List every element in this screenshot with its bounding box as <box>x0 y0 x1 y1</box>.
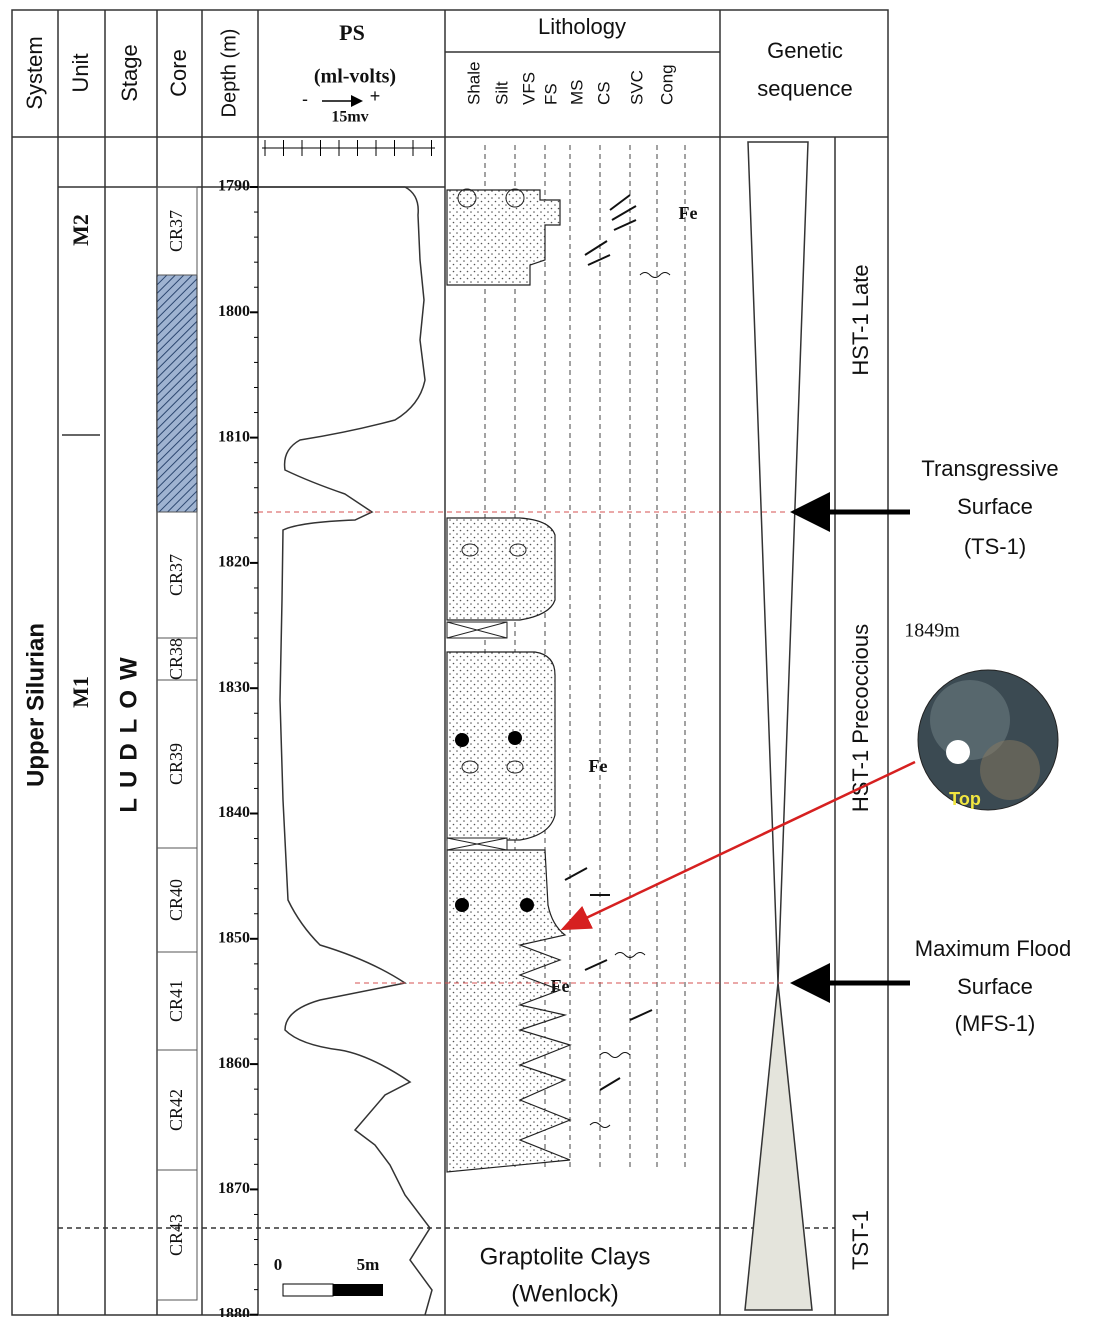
scale-start: 0 <box>274 1255 283 1274</box>
core-label: CR37 <box>166 554 186 596</box>
depth-scale: 1790 1800 1810 1820 1830 1840 1850 1860 1870 1880 <box>218 178 258 1317</box>
regressive-triangle <box>748 142 808 983</box>
header-system: System <box>22 36 47 109</box>
nodule <box>455 733 469 747</box>
sand-body <box>447 518 555 620</box>
header-depth: Depth (m) <box>218 29 240 118</box>
core-label: CR43 <box>166 1214 186 1256</box>
sequence-label: HST-1 Late <box>848 264 873 375</box>
depth-label: 1830 <box>218 679 250 696</box>
ps-curve <box>258 187 432 1315</box>
nodule <box>455 898 469 912</box>
depth-label: 1810 <box>218 428 250 445</box>
grain-label: Cong <box>657 64 676 105</box>
body: System Unit Stage Core Depth (m) PS (ml-… <box>0 0 1096 1317</box>
depth-label: 1860 <box>218 1055 250 1072</box>
base-label: (Wenlock) <box>511 1280 619 1307</box>
surface-label: Surface <box>957 494 1033 519</box>
grain-label: Shale <box>464 62 483 105</box>
fe-label: Fe <box>589 756 608 776</box>
ps-minus: - <box>302 89 308 109</box>
header-stage: Stage <box>117 44 142 102</box>
fe-label: Fe <box>679 203 698 223</box>
depth-label: 1790 <box>218 178 250 195</box>
depth-label: 1870 <box>218 1180 250 1197</box>
surface-label: Maximum Flood <box>915 936 1071 961</box>
scale-bar <box>283 1284 333 1296</box>
depth-label: 1840 <box>218 804 250 821</box>
ps-plus: + <box>370 86 381 106</box>
sequence-label: TST-1 <box>848 1210 873 1270</box>
scale-end: 5m <box>357 1255 380 1274</box>
core-label: CR38 <box>166 638 186 680</box>
core-hole <box>946 740 970 764</box>
fe-label: Fe <box>551 976 570 996</box>
page: {"header": {"system": "System", "unit": … <box>0 0 1096 1317</box>
grain-label: MS <box>567 80 586 106</box>
ps-units: (ml-volts) <box>314 66 396 88</box>
sample-depth: 1849m <box>904 620 960 642</box>
ps-ticks <box>262 140 435 156</box>
core-gap <box>157 275 197 512</box>
cores: CR37 CR37 CR38 CR39 CR40 CR41 CR42 CR43 <box>157 187 197 1300</box>
lithology-title: Lithology <box>538 14 626 39</box>
sand-body <box>447 190 560 285</box>
nodule <box>508 731 522 745</box>
grain-label: Silt <box>492 81 511 105</box>
unit-label: M2 <box>68 214 93 246</box>
grain-label: FS <box>541 83 560 105</box>
core-label: CR41 <box>166 980 186 1022</box>
sample-label: Top <box>949 789 981 809</box>
core-label: CR40 <box>166 879 186 921</box>
genetic-title: Genetic <box>767 38 843 63</box>
scale-bar <box>333 1284 383 1296</box>
surface-label: (TS-1) <box>964 534 1026 559</box>
ps-scale: 15mv <box>331 109 368 126</box>
header-unit: Unit <box>68 53 93 92</box>
trace-symbols <box>565 195 652 1090</box>
grain-label: SVC <box>627 70 646 105</box>
stage-label: LUDLOW <box>115 647 142 812</box>
core-label: CR39 <box>166 743 186 785</box>
surface-label: Transgressive <box>921 456 1058 481</box>
depth-label: 1880 <box>218 1305 250 1317</box>
nodule <box>520 898 534 912</box>
header-core: Core <box>166 49 191 97</box>
system-label: Upper Silurian <box>22 623 49 787</box>
base-label: Graptolite Clays <box>480 1243 651 1270</box>
surface-label: Surface <box>957 974 1033 999</box>
depth-label: 1850 <box>218 929 250 946</box>
depth-label: 1800 <box>218 303 250 320</box>
core-photo-texture <box>980 740 1040 800</box>
sample-arrow <box>565 762 915 928</box>
genetic-title: sequence <box>757 76 852 101</box>
surface-label: (MFS-1) <box>955 1011 1036 1036</box>
grain-label: CS <box>594 81 613 105</box>
grain-label: VFS <box>519 72 538 105</box>
transgressive-triangle <box>745 983 812 1310</box>
core-label: CR37 <box>166 210 186 252</box>
core-label: CR42 <box>166 1089 186 1131</box>
sand-body <box>447 850 570 1172</box>
depth-label: 1820 <box>218 554 250 571</box>
ps-title: PS <box>339 20 365 45</box>
unit-label: M1 <box>68 676 93 708</box>
diagram: System Unit Stage Core Depth (m) PS (ml-… <box>0 0 1096 1317</box>
